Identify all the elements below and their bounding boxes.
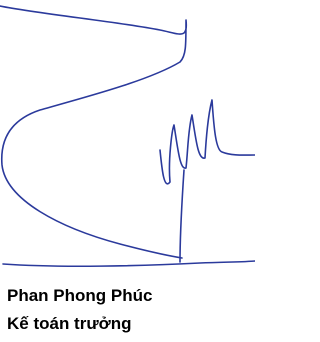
signature-stroke [3, 261, 255, 266]
signature-stroke [180, 170, 184, 262]
signer-title: Kế toán trưởng [7, 314, 132, 334]
signer-name: Phan Phong Phúc [7, 286, 152, 306]
signature-stroke [160, 100, 255, 184]
signature-stroke [0, 6, 186, 258]
signature [0, 0, 255, 280]
page: {"signature": {"name": "Phan Phong Phúc"… [0, 0, 255, 342]
